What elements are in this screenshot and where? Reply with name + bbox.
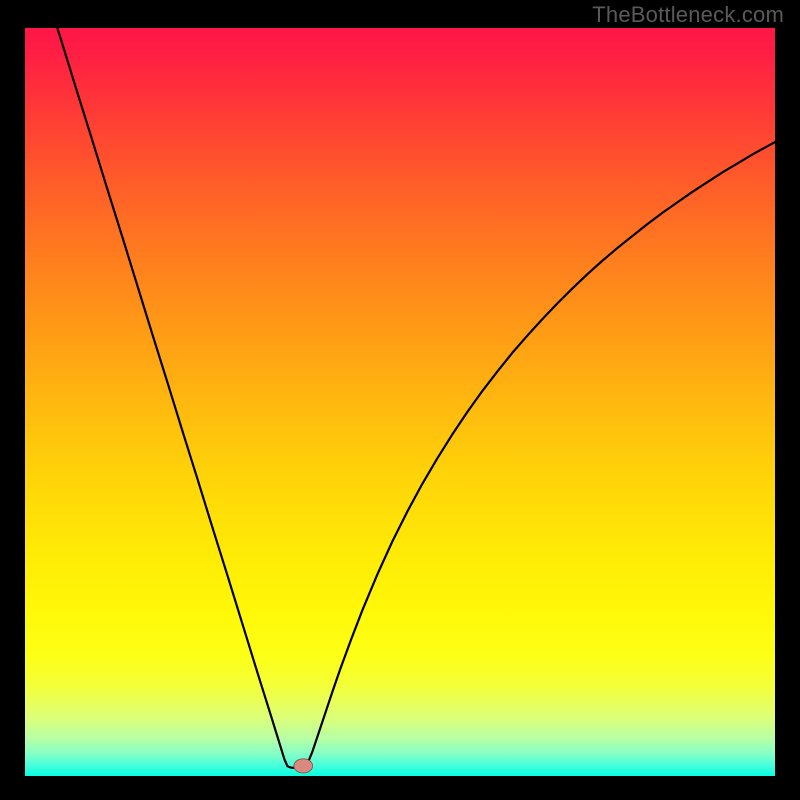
optimum-marker xyxy=(294,759,313,773)
plot-area xyxy=(25,28,775,776)
watermark-text: TheBottleneck.com xyxy=(592,2,784,28)
chart-frame: TheBottleneck.com xyxy=(0,0,800,800)
chart-svg xyxy=(25,28,775,776)
gradient-background xyxy=(25,28,775,776)
